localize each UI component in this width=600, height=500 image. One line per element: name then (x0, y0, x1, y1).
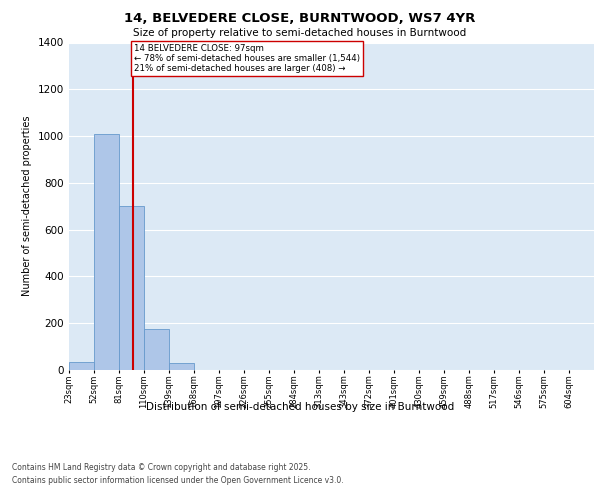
Bar (119, 206, 144, 370)
Text: Size of property relative to semi-detached houses in Burntwood: Size of property relative to semi-detach… (133, 28, 467, 38)
Text: Distribution of semi-detached houses by size in Burntwood: Distribution of semi-detached houses by … (146, 402, 454, 412)
Bar (144, 329, 169, 370)
Bar (94, 134, 119, 370)
Text: Contains HM Land Registry data © Crown copyright and database right 2025.: Contains HM Land Registry data © Crown c… (12, 462, 311, 471)
Bar (169, 363, 194, 370)
Bar (69, 362, 94, 370)
Text: 14, BELVEDERE CLOSE, BURNTWOOD, WS7 4YR: 14, BELVEDERE CLOSE, BURNTWOOD, WS7 4YR (124, 12, 476, 26)
Text: 14 BELVEDERE CLOSE: 97sqm
← 78% of semi-detached houses are smaller (1,544)
21% : 14 BELVEDERE CLOSE: 97sqm ← 78% of semi-… (134, 44, 359, 74)
Y-axis label: Number of semi-detached properties: Number of semi-detached properties (22, 116, 32, 296)
Text: Contains public sector information licensed under the Open Government Licence v3: Contains public sector information licen… (12, 476, 344, 485)
